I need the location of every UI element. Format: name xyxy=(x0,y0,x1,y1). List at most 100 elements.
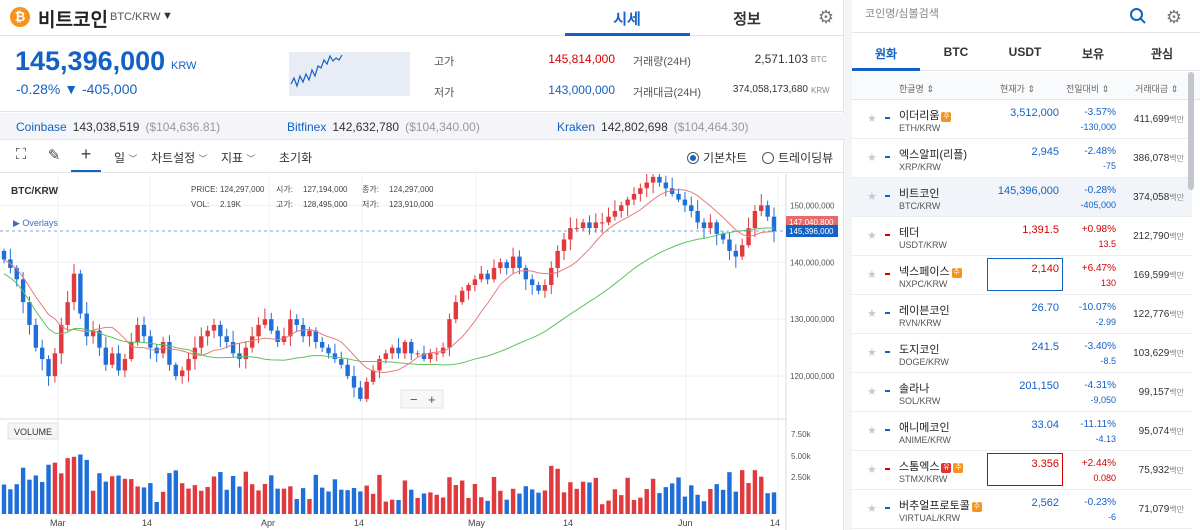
tab-holdings[interactable]: 보유 xyxy=(1081,47,1105,61)
zoom-out-button[interactable]: − xyxy=(410,392,418,407)
crosshair-icon[interactable]: + xyxy=(80,144,92,164)
search-icon[interactable] xyxy=(1128,6,1148,26)
tab-krw[interactable]: 원화 xyxy=(874,47,898,61)
coin-name: 레이븐코인 xyxy=(899,302,950,318)
candle-body xyxy=(71,273,77,303)
candle-body xyxy=(199,336,204,348)
coin-symbol: BTC/KRW xyxy=(899,201,941,211)
star-icon[interactable]: ★ xyxy=(867,230,877,242)
coin-name: 테더 xyxy=(899,224,919,240)
coin-row[interactable]: ★ 도지코인 DOGE/KRW 241.5 -3.40% -8.5 103,629백만 xyxy=(852,334,1192,373)
col-price[interactable]: 현재가 ⇕ xyxy=(1000,84,1035,94)
time-tick-label: Mar xyxy=(50,518,66,528)
coin-name-text: 스톰엑스 xyxy=(899,461,940,473)
coin-change-amount: -130,000 xyxy=(1080,122,1116,132)
chart-settings-dropdown[interactable]: 차트설정 ﹀ xyxy=(151,149,208,166)
basic-chart-radio[interactable]: 기본차트 xyxy=(687,149,747,166)
tradingview-radio[interactable]: 트레이딩뷰 xyxy=(762,149,833,166)
candle-body xyxy=(759,205,764,212)
price-unit: KRW xyxy=(171,60,197,72)
candle-body xyxy=(167,341,172,365)
coin-row[interactable]: ★ 비트코인 BTC/KRW 145,396,000 -0.28% -405,000 374… xyxy=(852,178,1192,217)
exchange-kraken: Kraken 142,802,698 ($104,464.30) xyxy=(557,120,749,134)
coin-row[interactable]: ★ 테더 USDT/KRW 1,391.5 +0.98% 13.5 212,790백만 xyxy=(852,217,1192,256)
candle-body xyxy=(205,330,210,337)
candle-body xyxy=(638,188,643,194)
coin-row[interactable]: ★ 이더리움 주 ETH/KRW 3,512,000 -3.57% -130,000 411,… xyxy=(852,100,1192,139)
time-tick-label: 14 xyxy=(354,518,364,528)
col-change[interactable]: 전일대비 ⇕ xyxy=(1066,84,1110,94)
candle-body xyxy=(186,359,191,371)
coin-volume: 212,790백만 xyxy=(1133,231,1184,242)
tab-btc[interactable]: BTC xyxy=(943,45,969,59)
indicators-dropdown[interactable]: 지표 ﹀ xyxy=(221,149,255,166)
coin-symbol: DOGE/KRW xyxy=(899,357,949,367)
candle-body xyxy=(733,250,739,257)
star-icon[interactable]: ★ xyxy=(867,191,877,203)
coin-row[interactable]: ★ 넥스페이스 주 NXPC/KRW 2,140 +6.47% 130 169,599백만 xyxy=(852,256,1192,295)
volume-bar xyxy=(663,487,669,514)
volume-bar xyxy=(466,497,471,514)
interval-dropdown[interactable]: 일 ﹀ xyxy=(114,149,137,166)
volume-bar xyxy=(339,489,344,514)
volume-bar xyxy=(65,458,70,514)
volume-bar xyxy=(771,492,777,514)
tab-info[interactable]: 정보 xyxy=(733,11,761,28)
coin-name: 애니메코인 xyxy=(899,419,950,435)
volume-bar xyxy=(148,483,153,514)
ma-price-tag xyxy=(786,216,838,227)
scrollbar[interactable] xyxy=(1188,72,1194,190)
coin-row[interactable]: ★ 스톰엑스 유 주 STMX/KRW 3.356 +2.44% 0.080 75,932백만 xyxy=(852,451,1192,490)
tab-market-price[interactable]: 시세 xyxy=(613,11,641,28)
candle-body xyxy=(313,330,319,342)
volume-bar xyxy=(479,497,484,514)
star-icon[interactable]: ★ xyxy=(867,269,877,281)
star-icon[interactable]: ★ xyxy=(867,464,877,476)
coin-row[interactable]: ★ 애니메코인 ANIME/KRW 33.04 -11.11% -4.13 95,074백만 xyxy=(852,412,1192,451)
star-icon[interactable]: ★ xyxy=(867,503,877,515)
coin-row[interactable]: ★ 솔라나 SOL/KRW 201,150 -4.31% -9,050 99,157백만 xyxy=(852,373,1192,412)
volume-bar xyxy=(97,473,102,514)
chevron-down-icon: ﹀ xyxy=(128,154,138,164)
coin-row[interactable]: ★ 엑스알피(리플) XRP/KRW 2,945 -2.48% -75 386,078백만 xyxy=(852,139,1192,178)
gear-icon[interactable]: ⚙ xyxy=(1165,7,1183,27)
volume-bar xyxy=(689,485,694,514)
reset-button[interactable]: 초기화 xyxy=(279,151,313,165)
price-tick-label: 120,000,000 xyxy=(790,372,835,381)
star-icon[interactable]: ★ xyxy=(867,386,877,398)
volume-bar xyxy=(606,500,611,514)
pencil-icon[interactable]: ✎ xyxy=(47,147,61,164)
search-input[interactable] xyxy=(865,8,1115,20)
coin-volume: 386,078백만 xyxy=(1133,153,1184,164)
star-icon[interactable]: ★ xyxy=(867,113,877,125)
zoom-in-button[interactable]: + xyxy=(428,392,436,407)
price-tick-label: 150,000,000 xyxy=(790,201,835,210)
candle-body xyxy=(517,256,522,268)
gear-icon[interactable]: ⚙ xyxy=(817,7,835,27)
volume-bar xyxy=(294,499,299,514)
coin-row[interactable]: ★ 버추얼프로토콜 주 VIRTUAL/KRW 2,562 -0.23% -6 71,079백… xyxy=(852,490,1192,529)
price-chart[interactable]: BTC/KRW PRICE: 124,297,000 VOL: 2.19K 시가… xyxy=(0,171,844,530)
star-icon[interactable]: ★ xyxy=(867,152,877,164)
fullscreen-icon[interactable]: ⛶ xyxy=(15,146,27,163)
time-axis: Mar 14 Apr 14 May 14 Jun 14 xyxy=(50,518,780,528)
coin-row[interactable]: ★ 레이븐코인 RVN/KRW 26.70 -10.07% -2.99 122,776백만 xyxy=(852,295,1192,334)
coin-name-text: 이더리움 xyxy=(899,110,940,122)
col-name[interactable]: 한글명 ⇕ xyxy=(899,84,934,94)
volume-bar xyxy=(300,488,306,514)
volume-bar xyxy=(752,470,758,514)
trend-mark xyxy=(885,429,890,431)
tab-favorites[interactable]: 관심 xyxy=(1150,47,1174,61)
star-icon[interactable]: ★ xyxy=(867,308,877,320)
tab-usdt[interactable]: USDT xyxy=(1008,45,1042,59)
candle-body xyxy=(447,319,452,348)
col-volume[interactable]: 거래대금 ⇕ xyxy=(1135,84,1179,94)
candle-body xyxy=(542,285,548,291)
star-icon[interactable]: ★ xyxy=(867,425,877,437)
overlays-toggle[interactable]: ▶ Overlays xyxy=(13,218,58,228)
coin-name[interactable]: 비트코인 xyxy=(38,10,108,31)
volume-axis: 7.50k 5.00k 2.50k xyxy=(791,430,812,482)
star-icon[interactable]: ★ xyxy=(867,347,877,359)
info-close-label: 종가: xyxy=(362,185,379,194)
chevron-down-icon[interactable]: ▼ xyxy=(162,10,173,22)
